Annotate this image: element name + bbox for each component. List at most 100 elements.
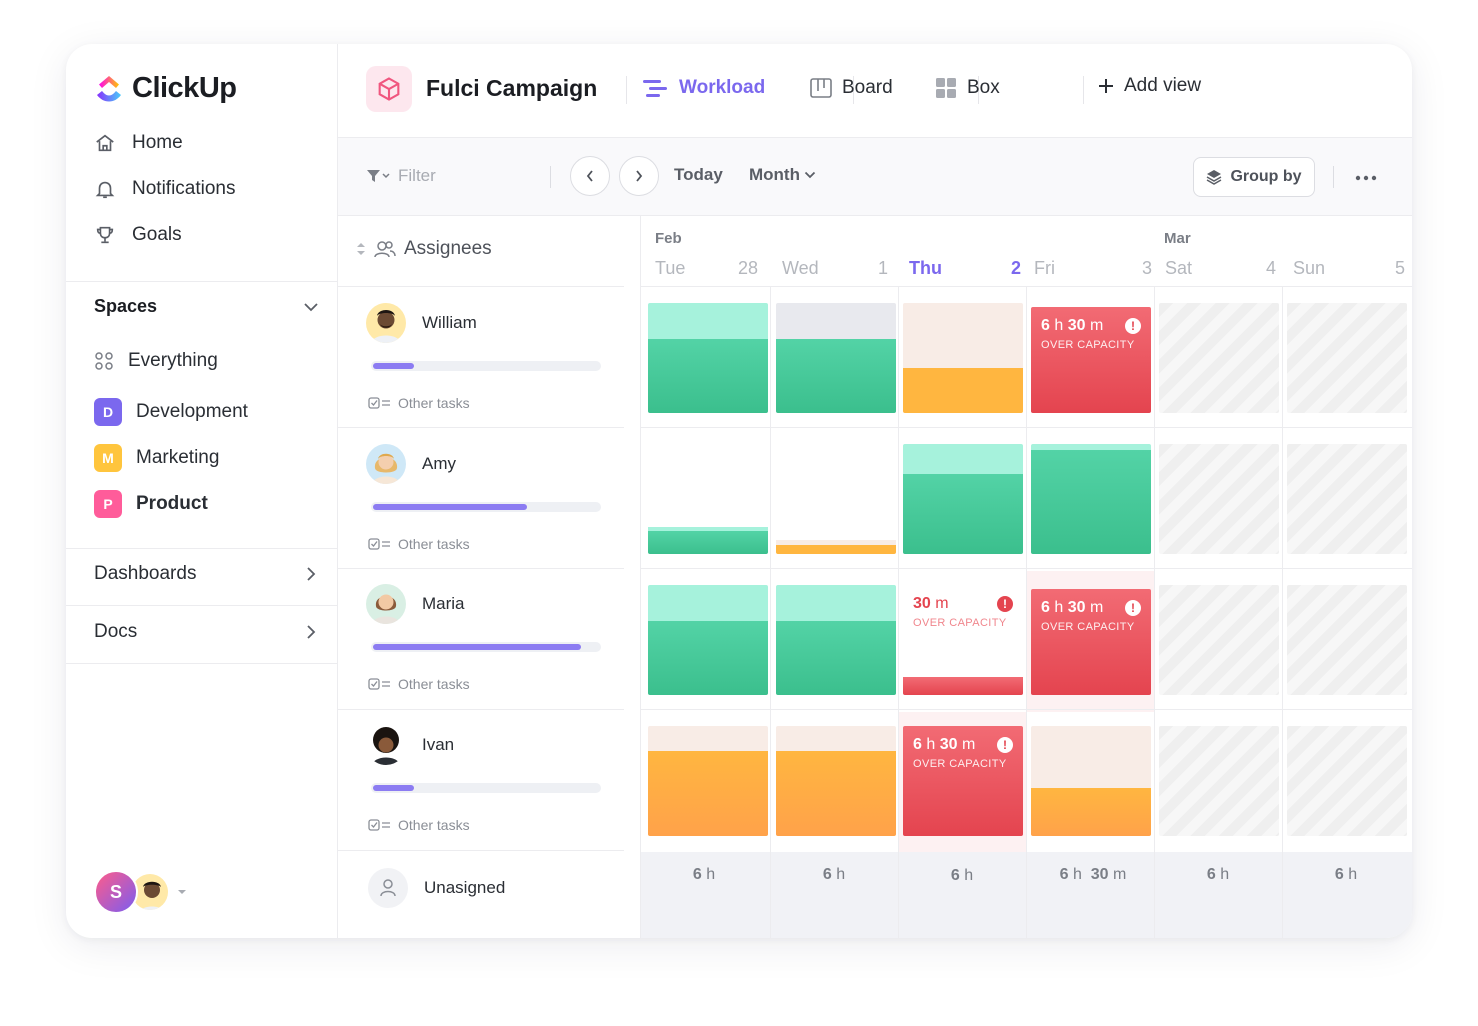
workload-cell[interactable]: [648, 585, 768, 695]
plus-icon: [1099, 79, 1113, 93]
workload-bar: [371, 642, 601, 652]
unassigned-row[interactable]: Unasigned: [368, 868, 505, 908]
sidebar-dashboards[interactable]: Dashboards: [94, 563, 316, 585]
workload-bar: [371, 361, 601, 371]
divider: [338, 850, 624, 851]
space-marketing[interactable]: M Marketing: [94, 444, 219, 472]
dashboards-label: Dashboards: [94, 563, 197, 584]
other-tasks-link[interactable]: Other tasks: [368, 817, 470, 833]
space-development[interactable]: D Development: [94, 398, 248, 426]
over-capacity-value: 6 h 30 m: [1041, 599, 1104, 616]
checklist-icon: [368, 819, 390, 831]
user-menu[interactable]: S: [94, 870, 188, 914]
workload-cell[interactable]: [1031, 444, 1151, 554]
chevron-down-icon[interactable]: [303, 302, 319, 312]
workload-cell[interactable]: [648, 444, 768, 554]
cube-icon: [378, 77, 400, 101]
workload-cell[interactable]: [776, 585, 896, 695]
workload-bar-fill: [373, 504, 527, 510]
avatar: [366, 584, 406, 624]
workload-cell[interactable]: [648, 726, 768, 836]
tab-label: Workload: [679, 77, 766, 98]
tab-board[interactable]: Board: [810, 77, 893, 99]
assignee-row[interactable]: Amy Other tasks: [366, 444, 606, 564]
workload-bar-fill: [373, 644, 581, 650]
divider: [898, 286, 899, 938]
chevron-right-icon: [636, 170, 643, 182]
filter-icon: [367, 170, 390, 182]
weekend-cell: [1159, 726, 1279, 836]
checklist-icon: [368, 678, 390, 690]
clickup-logo-icon: [97, 75, 121, 101]
more-options-button[interactable]: [1355, 164, 1377, 187]
today-button[interactable]: Today: [674, 165, 723, 184]
workload-cell[interactable]: [648, 303, 768, 413]
prev-button[interactable]: [570, 156, 610, 196]
month-label: Month: [749, 165, 800, 184]
workload-cell[interactable]: [776, 303, 896, 413]
other-tasks-label: Other tasks: [398, 817, 470, 833]
workload-cell[interactable]: [776, 726, 896, 836]
over-capacity-value: 6 h 30 m: [1041, 317, 1104, 334]
assignee-row[interactable]: Ivan Other tasks: [366, 725, 606, 845]
bell-icon: [95, 181, 115, 199]
other-tasks-link[interactable]: Other tasks: [368, 676, 470, 692]
over-capacity-label: OVER CAPACITY: [913, 617, 1007, 629]
checklist-icon: [368, 397, 390, 409]
over-capacity-value: 6 h 30 m: [913, 736, 976, 753]
over-capacity-cell[interactable]: 6 h 30 m! OVER CAPACITY: [1031, 307, 1151, 413]
space-label: Product: [136, 493, 208, 514]
logo[interactable]: ClickUp: [94, 72, 237, 105]
nav-home[interactable]: Home: [94, 132, 183, 154]
add-view-button[interactable]: Add view: [1098, 75, 1201, 97]
other-tasks-link[interactable]: Other tasks: [368, 395, 470, 411]
filter-label: Filter: [398, 166, 436, 185]
workload-cell[interactable]: [776, 444, 896, 554]
other-tasks-label: Other tasks: [398, 676, 470, 692]
space-everything[interactable]: Everything: [94, 350, 218, 372]
over-capacity-label: OVER CAPACITY: [1041, 339, 1135, 351]
over-capacity-cell[interactable]: 6 h 30 m! OVER CAPACITY: [1031, 589, 1151, 695]
avatar: [366, 303, 406, 343]
unassigned-label: Unasigned: [424, 878, 506, 897]
assignee-name: Maria: [422, 594, 465, 613]
toolbar: Filter Today Month Group by: [338, 138, 1412, 216]
spaces-header[interactable]: Spaces: [94, 296, 319, 317]
assignee-row[interactable]: Maria Other tasks: [366, 584, 606, 704]
workload-cell[interactable]: [903, 444, 1023, 554]
workload-cell[interactable]: [903, 303, 1023, 413]
workload-cell[interactable]: [1031, 726, 1151, 836]
assignees-label: Assignees: [404, 238, 492, 259]
tab-workload[interactable]: Workload: [643, 77, 765, 99]
month-label: Mar: [1164, 230, 1191, 247]
nav-notifications[interactable]: Notifications: [94, 178, 236, 200]
other-tasks-label: Other tasks: [398, 536, 470, 552]
other-tasks-link[interactable]: Other tasks: [368, 536, 470, 552]
over-capacity-label: OVER CAPACITY: [913, 758, 1007, 770]
total-value: 6 h: [950, 867, 974, 884]
space-product[interactable]: P Product: [94, 490, 208, 518]
assignee-row[interactable]: William Other tasks: [366, 303, 606, 423]
nav-goals[interactable]: Goals: [94, 224, 182, 246]
workload-icon: [643, 80, 667, 97]
next-button[interactable]: [619, 156, 659, 196]
divider: [770, 286, 771, 938]
day-header: Wed 1: [768, 216, 896, 286]
sidebar-docs[interactable]: Docs: [94, 621, 316, 643]
day-name: Tue: [655, 258, 686, 278]
over-capacity-value: 30 m: [913, 595, 949, 612]
tab-box[interactable]: Box: [935, 77, 1000, 99]
space-everything-label: Everything: [128, 350, 218, 371]
checklist-icon: [368, 538, 390, 550]
assignees-header[interactable]: Assignees: [356, 238, 492, 260]
over-capacity-cell[interactable]: 6 h 30 m! OVER CAPACITY: [903, 726, 1023, 836]
group-by-label: Group by: [1230, 168, 1302, 185]
group-by-button[interactable]: Group by: [1193, 157, 1315, 197]
project-title: Fulci Campaign: [426, 75, 598, 101]
filter-button[interactable]: Filter: [366, 166, 436, 186]
avatar: [366, 444, 406, 484]
space-badge: D: [94, 398, 122, 426]
month-dropdown[interactable]: Month: [749, 165, 816, 185]
over-capacity-cell[interactable]: 30 m! OVER CAPACITY: [903, 585, 1023, 695]
divider: [338, 286, 624, 287]
